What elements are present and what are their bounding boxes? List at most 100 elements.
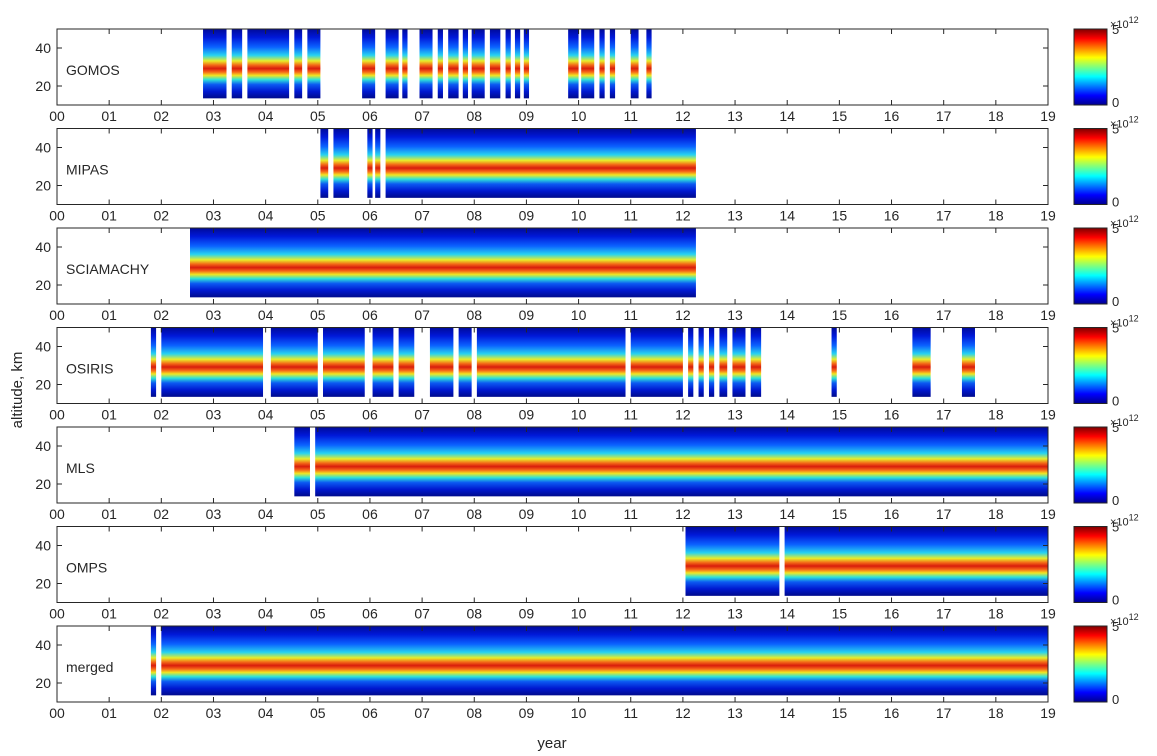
colorbar-exponent-power: 12: [1129, 214, 1139, 224]
colorbar-exponent-power: 12: [1129, 612, 1139, 622]
data-block: [719, 327, 728, 397]
x-tick-label: 03: [206, 606, 222, 622]
x-tick-label: 09: [519, 307, 535, 323]
x-tick-label: 01: [101, 705, 117, 721]
x-tick-label: 16: [884, 705, 900, 721]
y-axis-label: altitude, km: [9, 352, 26, 429]
x-tick-label: 03: [206, 108, 222, 124]
data-block: [523, 29, 530, 99]
x-tick-label: 17: [936, 108, 952, 124]
colorbar-exponent-base: ×10: [1110, 119, 1129, 131]
colorbar: 0 5×1012: [1073, 513, 1139, 608]
data-block: [320, 128, 329, 198]
y-tick-label: 40: [35, 239, 51, 255]
panel-osiris: 00 01 02 03 04 05 06 07 08 09 10 11 12 13 14 15 16 17 18 19…: [35, 314, 1138, 423]
x-tick-label: 18: [988, 208, 1004, 224]
data-block: [568, 29, 579, 99]
x-tick-label: 06: [362, 208, 378, 224]
data-block: [698, 327, 704, 397]
colorbar-exponent: ×1012: [1110, 612, 1139, 628]
x-tick-label: 11: [623, 208, 638, 224]
data-block: [476, 327, 626, 397]
y-tick-label: 20: [35, 476, 51, 492]
y-tick-label: 40: [35, 140, 51, 156]
x-tick-label: 13: [727, 307, 743, 323]
data-block: [750, 327, 762, 397]
x-tick-label: 17: [936, 208, 952, 224]
axes-frame: [56, 227, 1049, 305]
y-tick-label: 40: [35, 339, 51, 355]
x-tick-label: 04: [258, 208, 274, 224]
x-tick-label: 16: [884, 208, 900, 224]
x-tick-label: 10: [571, 506, 587, 522]
x-tick-label: 08: [466, 407, 482, 423]
panels-group: 00 01 02 03 04 05 06 07 08 09 10 11 12 13 14 15 16 17 18 19…: [35, 15, 1138, 721]
colorbar-exponent-base: ×10: [1110, 19, 1129, 31]
panel-gomos: 00 01 02 03 04 05 06 07 08 09 10 11 12 13 14 15 16 17 18 19…: [35, 15, 1138, 124]
x-tick-label: 03: [206, 307, 222, 323]
x-tick-label: 04: [258, 407, 274, 423]
x-tick-label: 05: [310, 108, 326, 124]
y-tick-label: 40: [35, 40, 51, 56]
x-tick-label: 14: [779, 705, 795, 721]
data-block: [402, 29, 408, 99]
data-block: [732, 327, 746, 397]
colorbar-tick-label: 0: [1112, 593, 1119, 608]
colorbar-exponent-power: 12: [1129, 513, 1139, 523]
x-tick-label: 16: [884, 108, 900, 124]
colorbar-gradient: [1073, 227, 1108, 305]
x-tick-label: 15: [832, 208, 848, 224]
x-tick-label: 16: [884, 606, 900, 622]
x-tick-label: 15: [832, 506, 848, 522]
x-axis-label: year: [537, 735, 566, 752]
x-tick-label: 13: [727, 108, 743, 124]
data-block: [961, 327, 975, 397]
data-block: [323, 327, 365, 397]
data-block: [231, 29, 243, 99]
x-tick-label: 15: [832, 705, 848, 721]
x-tick-label: 07: [414, 307, 430, 323]
x-tick-label: 13: [727, 506, 743, 522]
x-tick-label: 07: [414, 506, 430, 522]
y-tick-label: 20: [35, 377, 51, 393]
data-block: [448, 29, 459, 99]
x-tick-label: 18: [988, 307, 1004, 323]
data-block: [458, 327, 472, 397]
x-tick-label: 08: [466, 307, 482, 323]
x-tick-label: 03: [206, 705, 222, 721]
x-tick-label: 10: [571, 407, 587, 423]
x-tick-label: 06: [362, 705, 378, 721]
x-tick-label: 12: [675, 108, 691, 124]
colorbar-exponent-power: 12: [1129, 115, 1139, 125]
colorbar: 0 5×1012: [1073, 15, 1139, 110]
colorbar-tick-label: 5: [1112, 221, 1119, 236]
x-tick-label: 10: [571, 307, 587, 323]
x-tick-label: 17: [936, 705, 952, 721]
colorbar-tick-label: 5: [1112, 22, 1119, 37]
x-tick-label: 08: [466, 705, 482, 721]
colorbar-exponent: ×1012: [1110, 513, 1139, 529]
colorbar-gradient: [1073, 327, 1108, 404]
x-tick-label: 10: [571, 705, 587, 721]
colorbar: 0 5×1012: [1073, 115, 1139, 210]
colorbar: 0 5×1012: [1073, 612, 1139, 707]
y-tick-label: 20: [35, 178, 51, 194]
x-tick-label: 05: [310, 606, 326, 622]
x-tick-label: 07: [414, 606, 430, 622]
colorbar: 0 5×1012: [1073, 314, 1139, 409]
data-block: [514, 29, 521, 99]
data-block: [161, 327, 264, 397]
colorbar-exponent: ×1012: [1110, 413, 1139, 429]
colorbar-gradient: [1073, 128, 1108, 205]
data-block: [294, 29, 303, 99]
x-tick-label: 14: [779, 208, 795, 224]
axes-frame: [56, 28, 1049, 106]
x-tick-label: 19: [1040, 307, 1056, 323]
x-tick-label: 02: [154, 705, 170, 721]
x-tick-label: 09: [519, 606, 535, 622]
x-tick-label: 01: [101, 506, 117, 522]
x-tick-label: 02: [154, 108, 170, 124]
data-block: [630, 327, 683, 397]
data-block: [315, 427, 1048, 497]
x-tick-label: 11: [623, 407, 638, 423]
